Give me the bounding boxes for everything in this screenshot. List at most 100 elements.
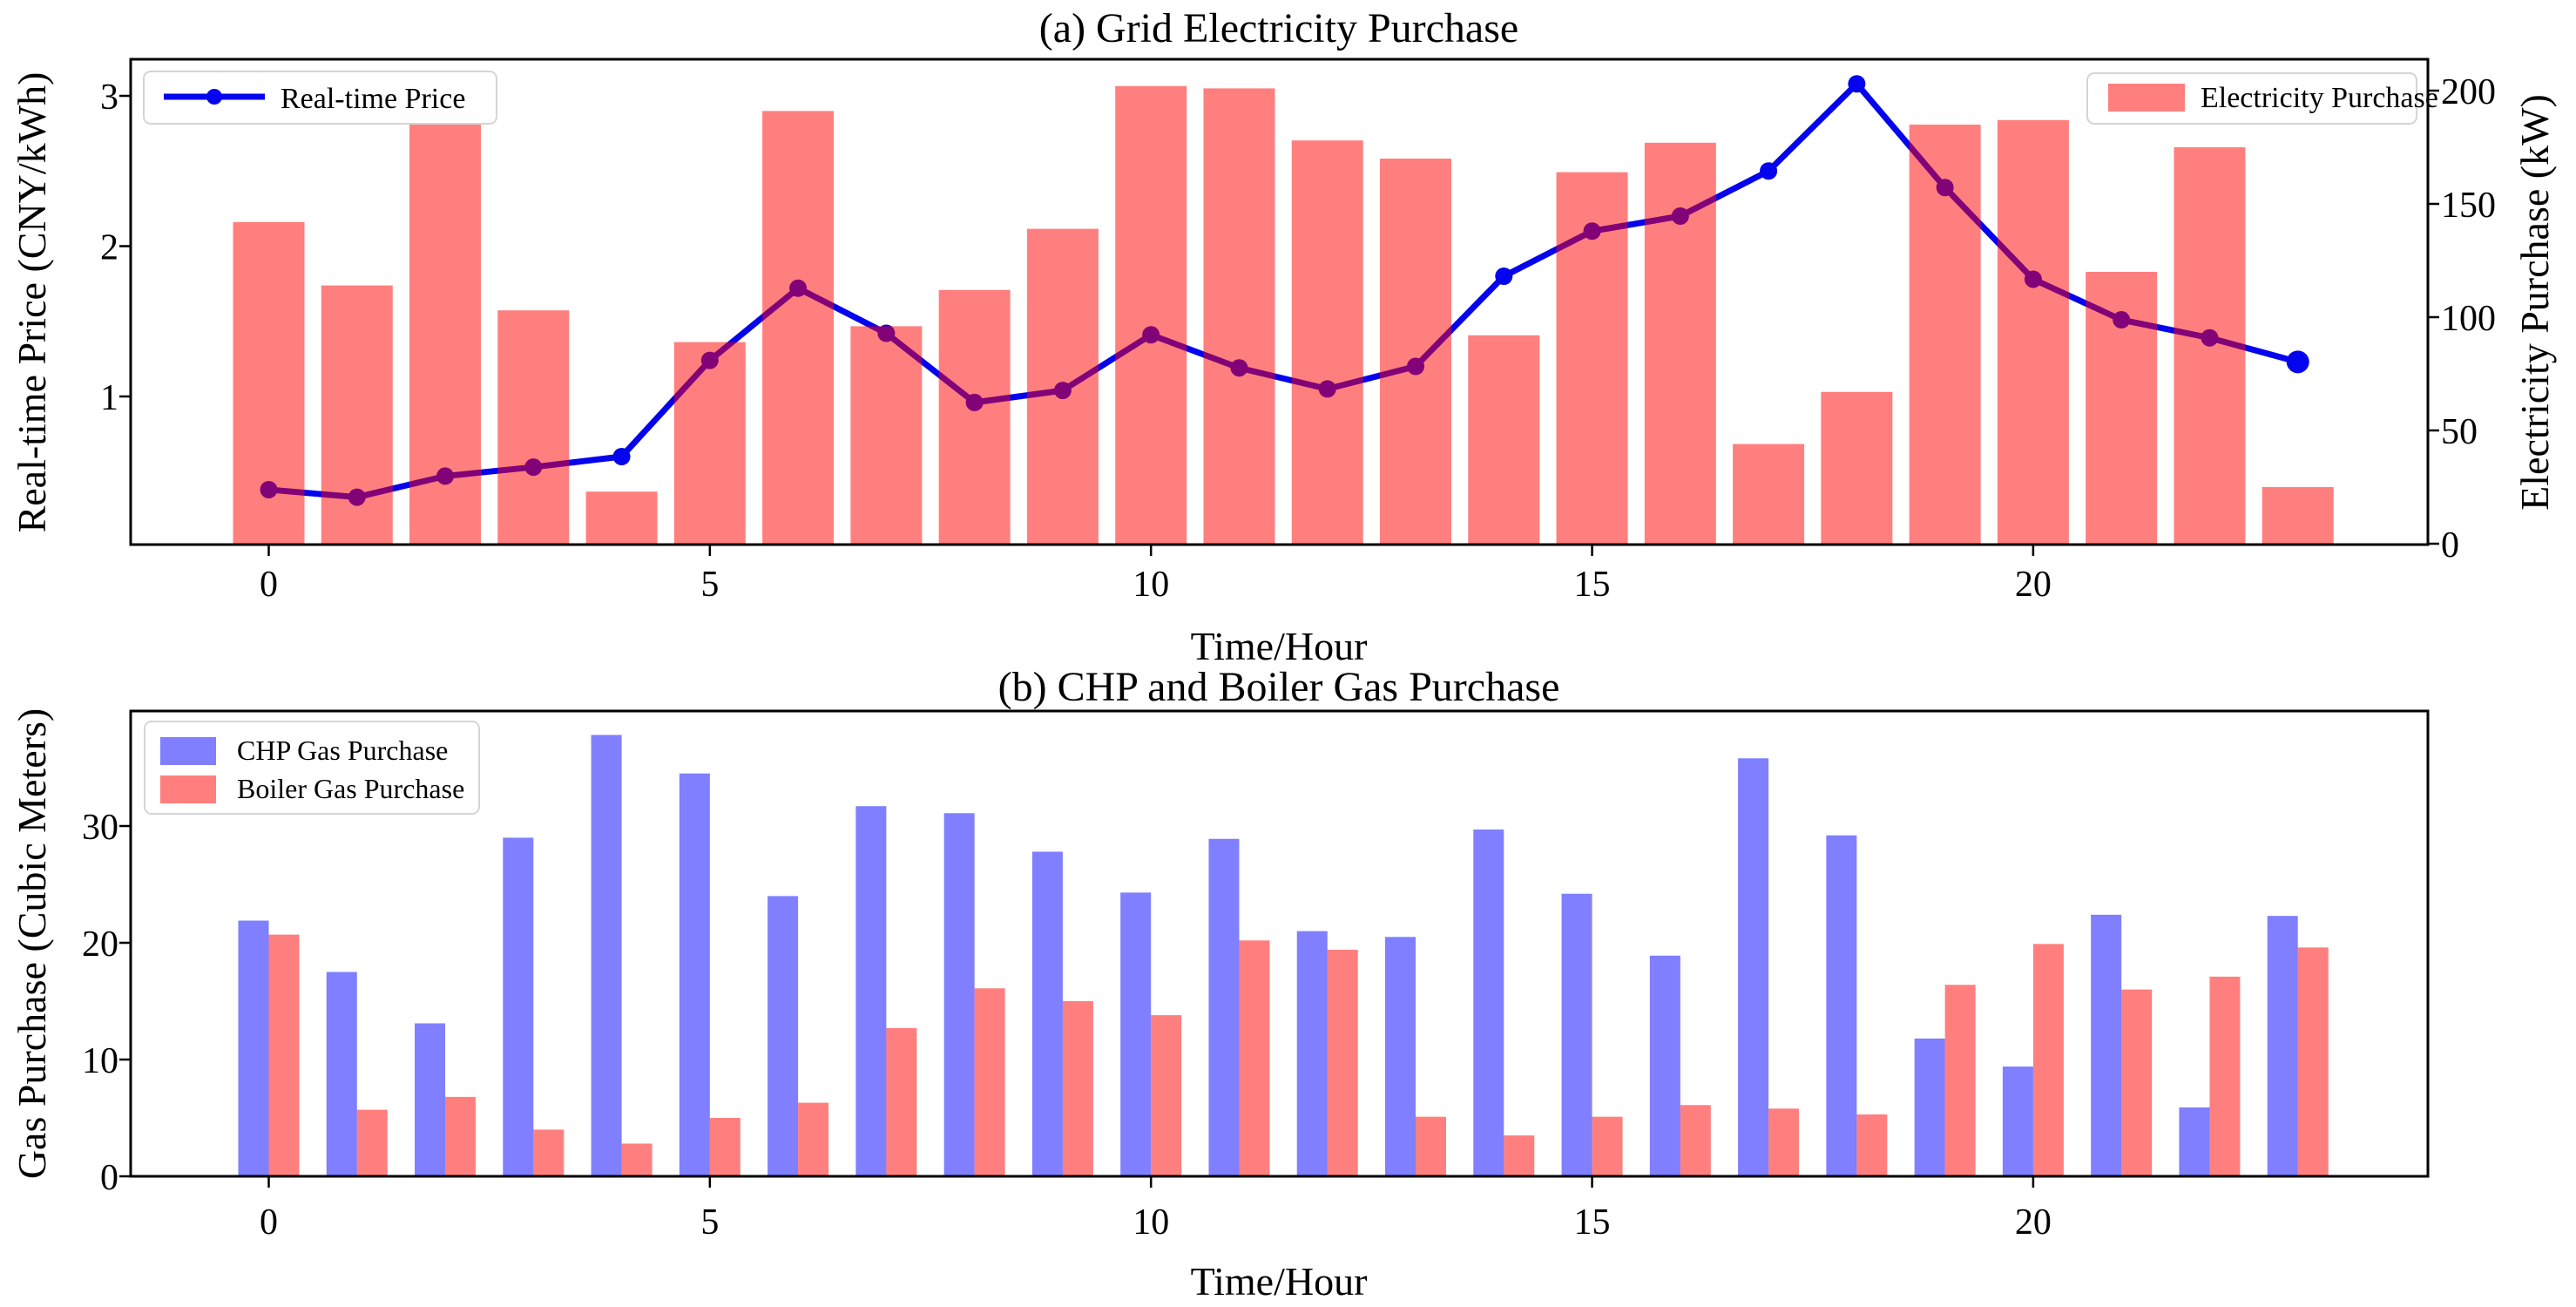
- chp-gas-bar-h23: [2267, 916, 2298, 1176]
- subplot-b-yaxis-label: Gas Purchase (Cubic Meters): [10, 708, 54, 1179]
- left-tick-label: 2: [100, 228, 118, 268]
- electricity-bar-h15: [1556, 172, 1628, 544]
- price-marker-h18: [1848, 75, 1866, 93]
- chp-gas-bar-h22: [2179, 1107, 2210, 1176]
- electricity-bar-h10: [1115, 85, 1187, 545]
- chp-gas-bar-h14: [1473, 830, 1504, 1176]
- subplot-a-xaxis-label: Time/Hour: [1191, 624, 1368, 668]
- boiler-gas-bar-h21: [2121, 989, 2153, 1176]
- boiler-gas-bar-h3: [533, 1129, 565, 1176]
- chp-gas-bar-h5: [679, 773, 710, 1176]
- boiler-gas-bar-h2: [445, 1096, 477, 1176]
- chp-gas-bar-h0: [238, 920, 269, 1176]
- chp-gas-bar-h3: [503, 837, 534, 1176]
- electricity-bar-h13: [1380, 159, 1452, 544]
- chp-gas-bar-h12: [1296, 931, 1328, 1176]
- right-tick-label: 50: [2441, 412, 2478, 452]
- subplot-a-frame: [129, 58, 2430, 546]
- electricity-bar-h3: [497, 310, 570, 544]
- boiler-gas-bar-h12: [1327, 950, 1358, 1176]
- price-marker-h4: [612, 448, 631, 465]
- electricity-bar-h11: [1203, 88, 1275, 544]
- x-tick-label: 5: [700, 565, 719, 605]
- electricity-bar-h7: [850, 326, 923, 544]
- subplot-a-right-yaxis-label: Electricity Purchase (kW): [2512, 94, 2557, 511]
- boiler-gas-bar-h10: [1151, 1015, 1182, 1176]
- boiler-gas-bar-h0: [268, 934, 300, 1176]
- chp-gas-bar-h6: [767, 896, 799, 1176]
- boiler-gas-bar-h9: [1062, 1001, 1093, 1176]
- legend-box-gas: [144, 721, 480, 815]
- electricity-bar-h6: [762, 111, 835, 545]
- chp-gas-bar-h17: [1738, 758, 1769, 1176]
- price-marker-h14: [1495, 267, 1513, 285]
- left-tick-label: 3: [100, 78, 118, 118]
- electricity-bar-h17: [1733, 444, 1805, 544]
- electricity-bar-h23: [2262, 487, 2334, 544]
- boiler-gas-bar-h14: [1504, 1135, 1535, 1176]
- electricity-bar-h2: [409, 91, 482, 544]
- right-tick-label: 150: [2441, 186, 2496, 226]
- electricity-bar-h0: [233, 221, 305, 545]
- legend-patch-electricity: [2108, 84, 2185, 112]
- legend-patch-chp: [160, 737, 216, 765]
- boiler-gas-bar-h23: [2297, 947, 2329, 1176]
- price-marker-h23: [2286, 350, 2309, 374]
- y-tick-label: 0: [100, 1158, 118, 1198]
- boiler-gas-bar-h15: [1592, 1116, 1623, 1176]
- subplot-b-gas-purchase: 0 10 20 30 0 5 10 15 20: [82, 709, 2430, 1243]
- chp-gas-bar-h11: [1208, 838, 1240, 1176]
- electricity-bar-h5: [673, 342, 746, 544]
- electricity-bar-h1: [321, 285, 393, 544]
- x-tick-label: 0: [260, 1202, 278, 1243]
- subplot-a-grid-electricity: 1 2 3 0 50 100 150 200 0 5 10 15 20: [100, 58, 2496, 605]
- legend-label-chp-gas: CHP Gas Purchase: [237, 735, 448, 766]
- legend-label-realtime-price: Real-time Price: [281, 83, 465, 115]
- boiler-gas-bar-h22: [2209, 976, 2241, 1176]
- subplot-b-title: (b) CHP and Boiler Gas Purchase: [998, 664, 1560, 710]
- boiler-gas-bar-h8: [974, 988, 1005, 1176]
- chp-gas-bar-h8: [943, 813, 975, 1176]
- boiler-gas-bar-h16: [1680, 1105, 1711, 1176]
- boiler-gas-bar-h4: [621, 1143, 652, 1176]
- electricity-bar-h8: [938, 289, 1011, 544]
- chp-gas-bar-h16: [1649, 955, 1680, 1176]
- chp-gas-bar-h2: [415, 1023, 446, 1176]
- boiler-gas-bar-h17: [1768, 1108, 1800, 1176]
- electricity-bar-h14: [1468, 335, 1540, 544]
- boiler-gas-bar-h6: [798, 1102, 829, 1176]
- left-tick-label: 1: [100, 378, 118, 418]
- boiler-gas-bar-h20: [2032, 944, 2064, 1176]
- chp-gas-bar-h4: [591, 735, 622, 1176]
- x-tick-label: 20: [2015, 565, 2052, 605]
- electricity-bar-h9: [1026, 228, 1099, 544]
- chp-gas-bar-h13: [1385, 937, 1416, 1176]
- legend-label-electricity-purchase: Electricity Purchase: [2201, 82, 2438, 114]
- x-tick-label: 15: [1574, 1202, 1611, 1243]
- x-tick-label: 10: [1132, 1202, 1169, 1243]
- chp-gas-bar-h1: [326, 972, 357, 1176]
- price-marker-h17: [1760, 162, 1778, 180]
- electricity-bar-h16: [1644, 142, 1716, 545]
- legend-box-price: [143, 71, 497, 125]
- chp-gas-bar-h21: [2091, 914, 2122, 1176]
- electricity-bar-h21: [2086, 272, 2158, 544]
- electricity-bar-h4: [585, 491, 658, 544]
- boiler-gas-bar-h13: [1416, 1116, 1447, 1176]
- x-tick-label: 15: [1574, 565, 1611, 605]
- electricity-bar-h19: [1909, 125, 1981, 544]
- x-tick-label: 5: [700, 1202, 719, 1243]
- realtime-price-line: [266, 80, 2302, 501]
- legend-marker-sample: [206, 89, 222, 105]
- x-tick-label: 10: [1132, 565, 1169, 605]
- boiler-gas-bar-h5: [709, 1118, 740, 1176]
- legend-label-boiler-gas: Boiler Gas Purchase: [237, 773, 464, 804]
- boiler-gas-bar-h7: [886, 1027, 917, 1176]
- x-tick-label: 20: [2015, 1202, 2052, 1243]
- chp-gas-bar-h18: [1826, 835, 1857, 1176]
- y-tick-label: 10: [82, 1041, 118, 1081]
- chp-gas-bar-h10: [1120, 892, 1152, 1176]
- chp-gas-bar-h19: [1914, 1038, 1945, 1176]
